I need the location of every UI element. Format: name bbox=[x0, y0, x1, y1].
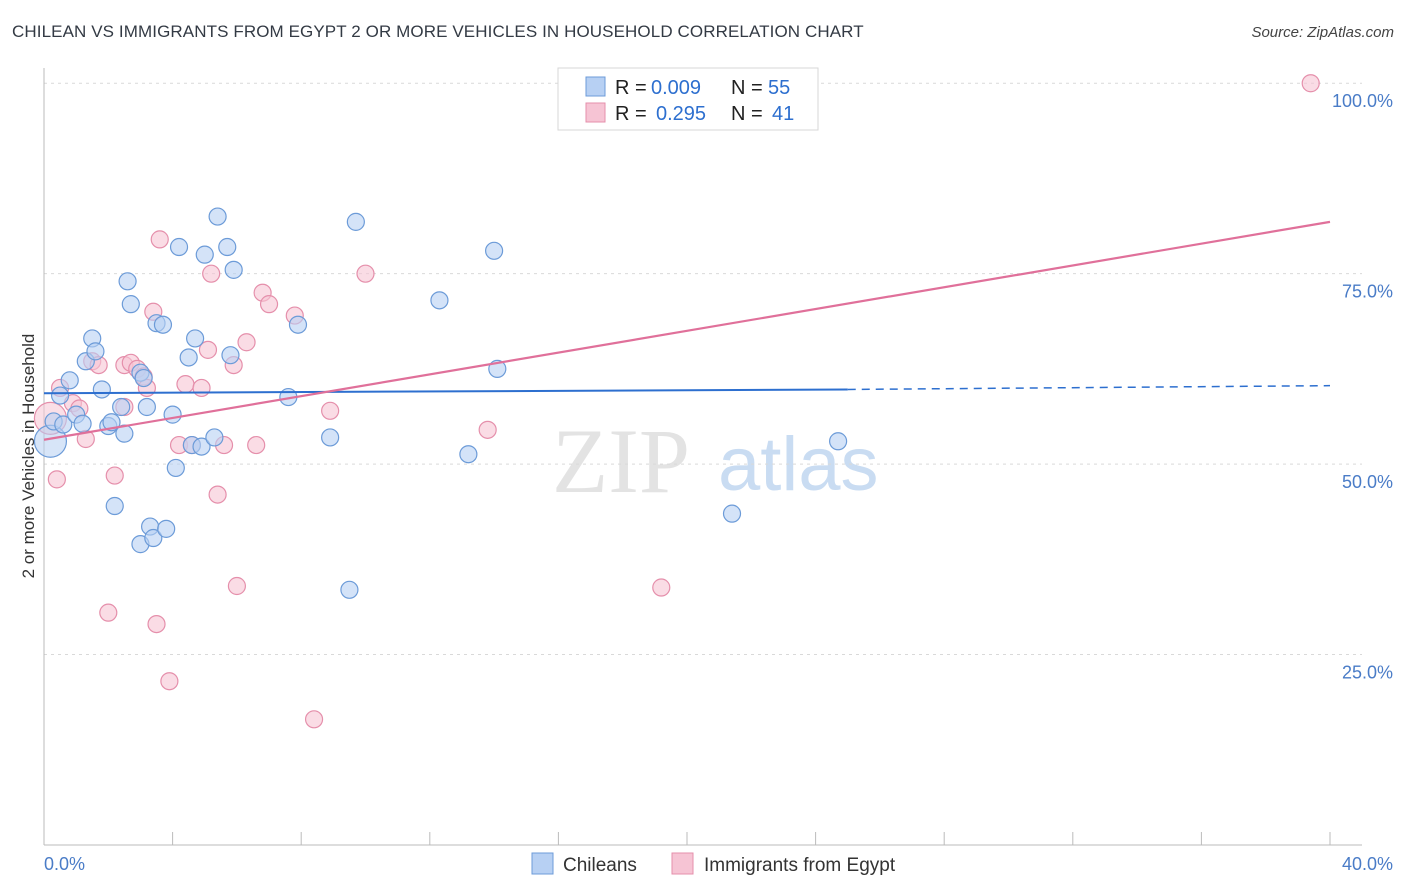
point-chileans-2 bbox=[50, 386, 70, 405]
point-chileans-25 bbox=[153, 315, 173, 334]
point-egypt-26 bbox=[208, 485, 227, 504]
bottom-legend: Chileans Immigrants from Egypt bbox=[531, 852, 896, 876]
point-egypt-9 bbox=[105, 466, 124, 485]
point-chileans-33 bbox=[192, 437, 211, 456]
point-chileans-13 bbox=[105, 496, 124, 516]
legend-swatch-egypt bbox=[671, 852, 694, 875]
legend-label-egypt: Immigrants from Egypt bbox=[704, 855, 896, 876]
point-chileans-20 bbox=[134, 368, 153, 388]
point-egypt-39 bbox=[652, 578, 671, 597]
y-tick-label-25: 25.0% bbox=[1342, 663, 1393, 683]
series-egypt-points bbox=[33, 74, 1320, 729]
point-egypt-35 bbox=[304, 710, 324, 729]
trendline-chileans bbox=[43, 388, 848, 395]
point-chileans-23 bbox=[144, 528, 163, 548]
trendlines bbox=[43, 220, 1331, 441]
point-egypt-40 bbox=[1301, 74, 1320, 93]
point-chileans-29 bbox=[169, 237, 189, 257]
point-chileans-9 bbox=[86, 342, 105, 361]
point-egypt-36 bbox=[321, 401, 340, 420]
stats-legend-swatch-egypt bbox=[585, 102, 606, 123]
stats-n-value-egypt: 41 bbox=[772, 103, 794, 125]
point-chileans-30 bbox=[179, 348, 198, 367]
point-egypt-19 bbox=[160, 672, 179, 691]
stats-n-label-egypt: N = bbox=[731, 103, 763, 125]
point-egypt-18 bbox=[150, 230, 169, 249]
point-chileans-39 bbox=[224, 260, 243, 279]
point-chileans-21 bbox=[137, 397, 156, 417]
point-chileans-26 bbox=[157, 519, 176, 538]
series-chileans-points bbox=[33, 207, 848, 599]
stats-n-value-chileans: 55 bbox=[768, 77, 790, 99]
point-chileans-38 bbox=[221, 346, 240, 365]
chart-title: CHILEAN VS IMMIGRANTS FROM EGYPT 2 OR MO… bbox=[12, 22, 864, 41]
point-chileans-28 bbox=[166, 458, 185, 478]
x-tick-label-min: 0.0% bbox=[44, 854, 85, 874]
stats-r-label-egypt: R = bbox=[615, 103, 647, 125]
x-ticks bbox=[43, 832, 1331, 845]
watermark-atlas: atlas bbox=[718, 422, 879, 507]
y-tick-label-100: 100.0% bbox=[1332, 91, 1393, 111]
point-egypt-24 bbox=[198, 340, 218, 359]
legend-swatch-chileans bbox=[531, 852, 554, 875]
point-chileans-17 bbox=[121, 295, 140, 314]
point-chileans-37 bbox=[218, 237, 237, 257]
y-tick-labels: 100.0% 75.0% 50.0% 25.0% bbox=[1332, 91, 1393, 682]
axes bbox=[43, 68, 1362, 846]
point-chileans-35 bbox=[205, 428, 224, 447]
point-chileans-34 bbox=[195, 245, 214, 264]
stats-legend-swatch-chileans bbox=[585, 76, 606, 97]
y-tick-label-50: 50.0% bbox=[1342, 472, 1393, 492]
y-tick-label-75: 75.0% bbox=[1342, 282, 1393, 302]
point-egypt-37 bbox=[356, 264, 375, 283]
point-egypt-38 bbox=[478, 420, 497, 439]
point-chileans-6 bbox=[73, 414, 92, 433]
source-credit: Source: ZipAtlas.com bbox=[1251, 24, 1394, 41]
stats-r-value-chileans: 0.009 bbox=[651, 77, 701, 99]
point-chileans-36 bbox=[208, 207, 227, 226]
point-egypt-30 bbox=[237, 333, 256, 352]
point-chileans-27 bbox=[163, 405, 182, 424]
stats-n-label-chileans: N = bbox=[731, 77, 763, 99]
y-axis-label: 2 or more Vehicles in Household bbox=[19, 334, 38, 579]
point-chileans-46 bbox=[459, 445, 478, 464]
point-chileans-4 bbox=[60, 371, 79, 390]
point-egypt-1 bbox=[47, 470, 66, 489]
point-chileans-50 bbox=[829, 432, 848, 451]
point-egypt-23 bbox=[192, 378, 211, 398]
stats-r-value-egypt: 0.295 bbox=[656, 103, 706, 125]
point-egypt-25 bbox=[202, 264, 221, 283]
point-egypt-33 bbox=[259, 295, 279, 314]
point-chileans-14 bbox=[112, 397, 131, 417]
point-chileans-10 bbox=[92, 380, 111, 399]
point-chileans-45 bbox=[430, 291, 449, 310]
stats-legend: R = 0.009 N = 55 R = 0.295 N = 41 bbox=[557, 67, 819, 131]
point-egypt-17 bbox=[147, 614, 166, 634]
point-chileans-49 bbox=[722, 504, 742, 523]
point-chileans-16 bbox=[118, 272, 137, 291]
x-tick-label-max: 40.0% bbox=[1342, 854, 1393, 874]
point-chileans-3 bbox=[54, 415, 73, 434]
point-egypt-31 bbox=[247, 435, 266, 455]
point-egypt-21 bbox=[176, 375, 195, 394]
point-chileans-32 bbox=[186, 329, 205, 348]
point-chileans-44 bbox=[346, 212, 365, 231]
watermark-zip: ZIP bbox=[552, 410, 690, 512]
point-egypt-29 bbox=[227, 576, 246, 596]
point-chileans-42 bbox=[321, 428, 340, 447]
point-egypt-8 bbox=[99, 603, 118, 622]
trendline-chileans-extension bbox=[847, 384, 1331, 391]
stats-r-label-chileans: R = bbox=[615, 77, 647, 99]
trendline-egypt bbox=[43, 220, 1331, 441]
point-chileans-47 bbox=[485, 241, 504, 260]
point-chileans-43 bbox=[340, 580, 359, 599]
point-chileans-41 bbox=[288, 315, 308, 334]
legend-label-chileans: Chileans bbox=[563, 855, 637, 876]
